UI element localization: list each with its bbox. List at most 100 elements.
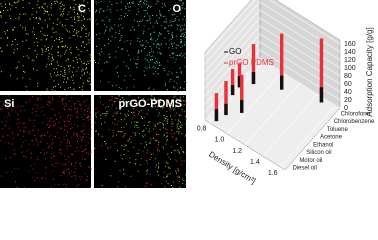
dot (122, 27, 124, 29)
dot (58, 121, 60, 123)
dot (135, 121, 137, 123)
dot (95, 19, 97, 21)
dot (185, 134, 187, 136)
dot (68, 11, 70, 13)
dot (2, 103, 4, 105)
dot (55, 162, 57, 164)
dot (5, 121, 7, 123)
dot (170, 173, 172, 175)
dot (45, 3, 47, 5)
dot (86, 179, 88, 181)
dot (82, 86, 84, 88)
dot (66, 141, 68, 143)
dot (142, 136, 144, 138)
dot (81, 74, 83, 76)
dot (157, 143, 159, 145)
dot (23, 130, 25, 132)
dot (176, 82, 178, 84)
dot (125, 115, 127, 117)
dot (53, 31, 55, 33)
dot (170, 78, 172, 80)
dot (172, 35, 174, 37)
dot (90, 113, 92, 115)
dot (37, 45, 39, 47)
dot (145, 141, 147, 143)
dot (119, 170, 121, 172)
dot (149, 34, 151, 36)
dot (68, 66, 70, 68)
dot (89, 167, 91, 169)
dot (37, 98, 39, 100)
dot (110, 26, 112, 28)
dot (35, 17, 37, 19)
dot (125, 13, 127, 15)
dot (176, 89, 178, 91)
dot (68, 31, 70, 33)
dot (63, 139, 65, 141)
dot (111, 3, 113, 5)
dot (20, 106, 22, 108)
category-label: Ethanol (313, 142, 333, 148)
dot (10, 8, 12, 10)
dot (25, 150, 27, 152)
dot (47, 34, 49, 36)
dot (23, 187, 25, 188)
dot (51, 164, 53, 166)
dot (130, 43, 132, 45)
dot (136, 105, 138, 107)
dot (79, 178, 81, 180)
dot (167, 173, 169, 175)
dot (38, 23, 40, 25)
dot (162, 146, 164, 148)
dot (129, 162, 131, 164)
dot (94, 114, 96, 116)
dot (80, 176, 82, 178)
dot (184, 31, 186, 33)
bar (237, 76, 242, 88)
bar (214, 93, 219, 122)
dot (89, 60, 91, 62)
dot (123, 173, 125, 175)
dot (154, 106, 156, 108)
dot (72, 25, 74, 27)
dot (144, 100, 146, 102)
dot (80, 60, 82, 62)
dot (143, 101, 145, 103)
dot (130, 6, 132, 8)
dot (4, 33, 6, 35)
dot (46, 90, 48, 92)
dot (82, 125, 84, 127)
dot (68, 114, 70, 116)
dot (41, 138, 43, 140)
dot (150, 139, 152, 141)
dot (66, 145, 68, 147)
dot (82, 42, 84, 44)
dot (60, 148, 62, 150)
category-label: Silicon oil (306, 150, 331, 156)
dot (63, 53, 65, 55)
dot (32, 31, 34, 33)
dot (9, 15, 11, 17)
dot (26, 90, 28, 92)
dot (123, 135, 125, 137)
dot (96, 9, 98, 11)
dot (126, 65, 128, 67)
dot (7, 104, 9, 106)
dot (182, 2, 184, 4)
dot (18, 0, 20, 2)
dot (168, 25, 170, 27)
dot (172, 123, 174, 125)
dot (181, 124, 183, 126)
dot (130, 141, 132, 143)
dot (177, 170, 179, 172)
dot (75, 133, 77, 135)
dot (172, 36, 174, 38)
dot (153, 88, 155, 90)
dot (38, 129, 40, 131)
dot (66, 125, 68, 127)
dot (90, 56, 92, 58)
dot (180, 70, 182, 72)
dot (47, 147, 49, 149)
dot (86, 98, 88, 100)
dot (41, 121, 43, 123)
